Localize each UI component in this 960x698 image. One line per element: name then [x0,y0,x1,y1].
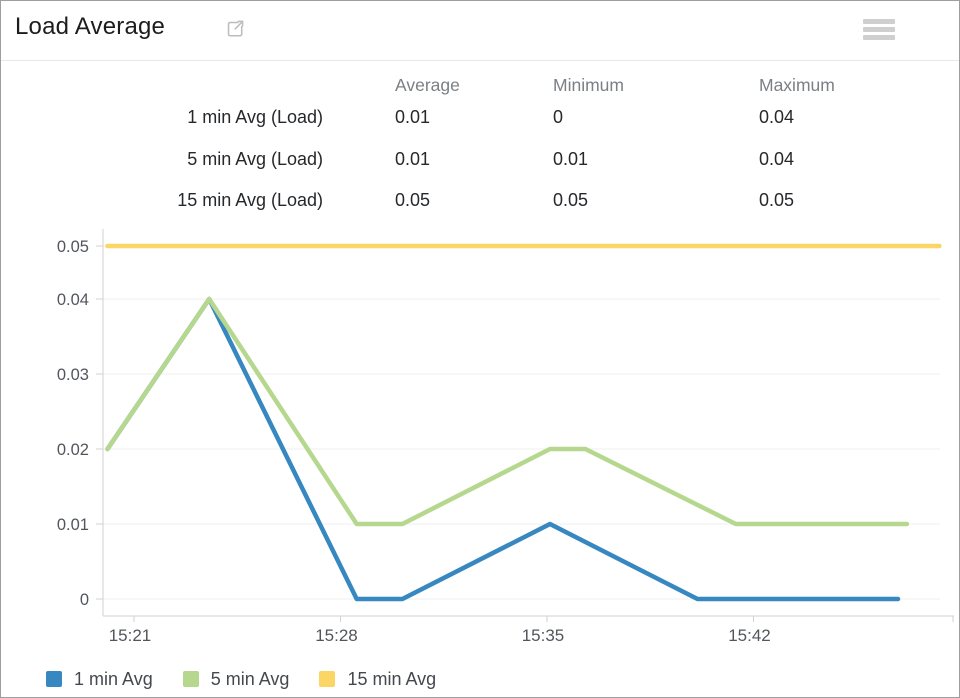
cell-minimum: 0.01 [553,148,589,169]
legend-label: 5 min Avg [210,669,290,689]
y-axis-label: 0 [80,591,89,609]
widget-title: Load Average [15,13,166,40]
y-axis-label: 0.04 [57,291,89,309]
cell-average: 0.05 [395,190,431,210]
menu-bar [863,27,895,32]
series-line-1-min-avg [105,296,901,602]
chart-legend: 1 min Avg 5 min Avg 15 min Avg [46,669,436,689]
cell-maximum: 0.04 [759,107,795,127]
column-header-minimum: Minimum [553,75,624,95]
legend-item-5-min-avg[interactable]: 5 min Avg [182,669,290,689]
y-axis-label: 0.03 [57,366,89,384]
cell-average: 0.01 [395,107,431,127]
cell-average: 0.01 [395,148,431,169]
menu-bar [863,19,895,24]
legend-swatch [46,671,62,687]
load-average-chart: 0 0.01 0.02 0.03 0.04 0.05 15:21 15:28 15:35 15:4… [57,229,954,645]
row-label: 15 min Avg (Load) [177,190,323,210]
table-row: 15 min Avg (Load) 0.05 0.05 0.05 [1,190,901,212]
y-axis-label: 0.01 [57,516,89,534]
summary-header-row: Average Minimum Maximum [1,75,901,97]
legend-item-1-min-avg[interactable]: 1 min Avg [46,669,153,689]
cell-minimum: 0.05 [553,190,589,210]
x-axis-label: 15:42 [728,626,771,645]
x-axis-label: 15:35 [522,626,565,645]
table-row: 1 min Avg (Load) 0.01 0 0.04 [1,107,901,129]
x-axis-label: 15:28 [315,626,358,645]
table-row: 5 min Avg (Load) 0.01 0.01 0.04 [1,149,901,171]
x-axis-label: 15:21 [109,626,152,645]
row-label: 5 min Avg (Load) [187,148,323,169]
legend-label: 15 min Avg [347,669,437,689]
cell-minimum: 0 [553,107,564,127]
y-axis-label: 0.02 [57,441,89,459]
hamburger-menu-icon[interactable] [863,19,895,43]
external-link-icon[interactable] [224,18,247,40]
cell-maximum: 0.05 [759,190,795,210]
y-axis-label: 0.05 [57,238,89,256]
legend-swatch [319,671,336,687]
column-header-maximum: Maximum [759,75,835,95]
column-header-average: Average [395,75,460,95]
header-divider [1,60,959,61]
series-line-5-min-avg [105,296,910,527]
legend-label: 1 min Avg [74,669,153,689]
row-label: 1 min Avg (Load) [187,107,323,127]
legend-swatch [182,671,199,687]
cell-maximum: 0.04 [759,148,795,169]
legend-item-15-min-avg[interactable]: 15 min Avg [319,669,436,689]
menu-bar [863,35,895,40]
